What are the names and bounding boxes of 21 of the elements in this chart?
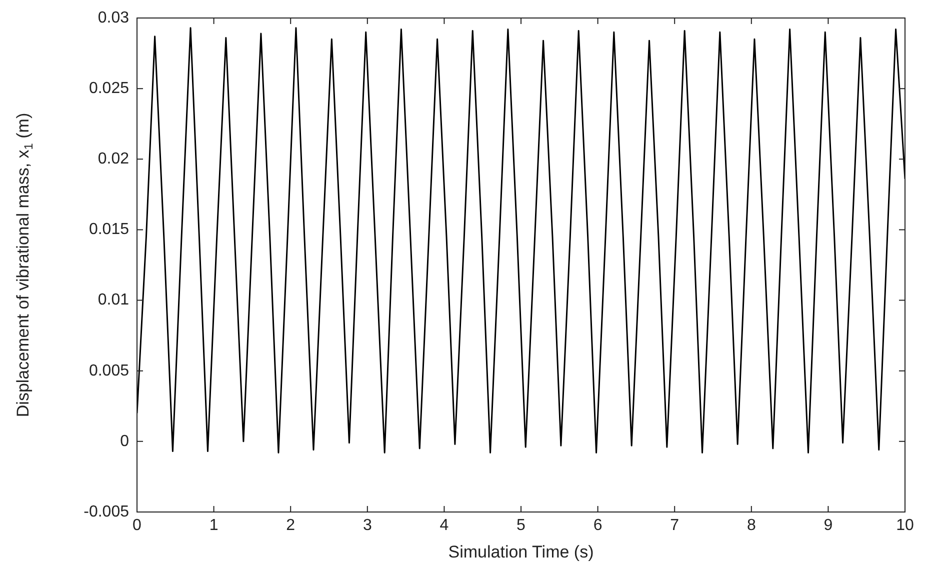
x-tick-label: 10 [896, 517, 914, 534]
x-tick-label: 8 [746, 517, 756, 534]
y-tick-label: 0.02 [98, 150, 130, 168]
y-axis-title: Displacement of vibrational mass, x1 (m) [14, 112, 36, 418]
y-tick-label: 0 [120, 432, 130, 450]
y-tick-label: 0.015 [88, 221, 130, 238]
x-tick-label: 1 [209, 517, 218, 534]
y-tick-label: 0.01 [98, 292, 130, 309]
x-tick-label: 3 [362, 517, 372, 534]
x-tick-label: 7 [670, 517, 680, 534]
y-tick-label: 0.025 [88, 80, 130, 97]
y-tick-label: 0.03 [98, 9, 130, 26]
y-tick-label: -0.005 [84, 503, 130, 520]
y-tick-label: 0.005 [88, 362, 130, 380]
x-tick-label: 6 [593, 517, 602, 534]
x-tick-label: 9 [824, 517, 833, 534]
x-axis-title: Simulation Time (s) [448, 542, 594, 562]
x-tick-label: 0 [132, 517, 142, 534]
x-tick-label: 4 [440, 517, 449, 534]
x-tick-label: 5 [516, 517, 526, 534]
x-tick-label: 2 [286, 517, 296, 534]
